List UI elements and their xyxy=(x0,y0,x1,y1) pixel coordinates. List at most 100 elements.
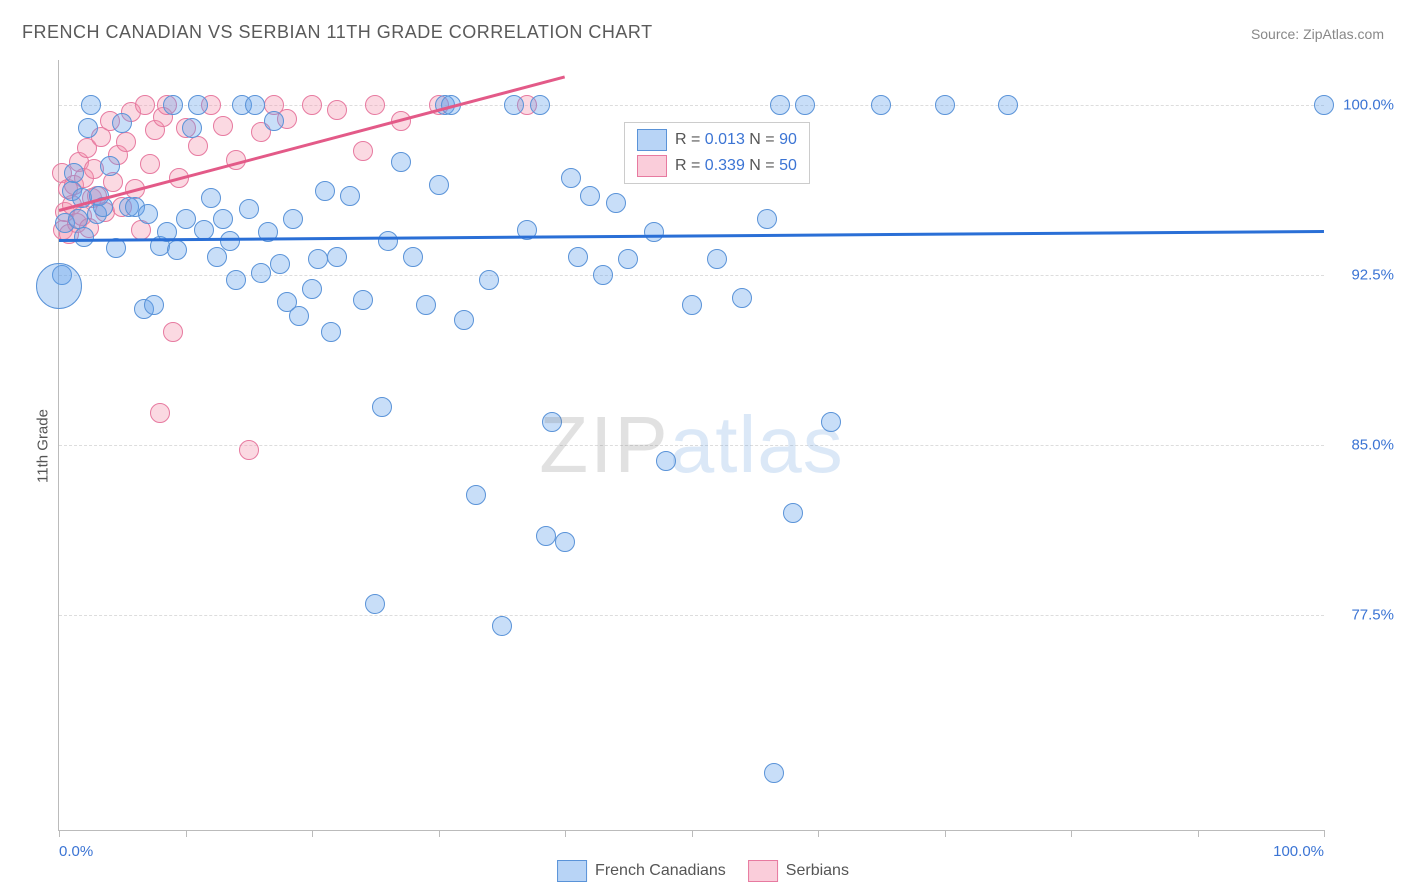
french-canadians-point xyxy=(176,209,196,229)
x-tick xyxy=(439,830,440,837)
legend-stat-text: R = 0.339 N = 50 xyxy=(675,157,797,175)
french-canadians-point xyxy=(580,186,600,206)
french-canadians-point xyxy=(492,616,512,636)
large-blue-point xyxy=(36,263,82,309)
french-canadians-point xyxy=(163,95,183,115)
gridline xyxy=(59,275,1324,276)
french-canadians-point xyxy=(504,95,524,115)
french-canadians-point xyxy=(536,526,556,546)
french-canadians-point xyxy=(365,594,385,614)
french-canadians-point xyxy=(81,95,101,115)
french-canadians-point xyxy=(644,222,664,242)
french-canadians-point xyxy=(732,288,752,308)
french-canadians-point xyxy=(783,503,803,523)
french-canadians-point xyxy=(871,95,891,115)
chart-title: FRENCH CANADIAN VS SERBIAN 11TH GRADE CO… xyxy=(22,22,653,43)
x-tick-label: 100.0% xyxy=(1273,843,1324,860)
pink-swatch-icon xyxy=(637,155,667,177)
french-canadians-point xyxy=(245,95,265,115)
french-canadians-point xyxy=(555,532,575,552)
french-canadians-point xyxy=(100,156,120,176)
french-canadians-point xyxy=(302,279,322,299)
french-canadians-point xyxy=(429,175,449,195)
french-canadians-point xyxy=(188,95,208,115)
french-canadians-point xyxy=(270,254,290,274)
source-label: Source: ZipAtlas.com xyxy=(1251,26,1384,42)
french-canadians-point xyxy=(795,95,815,115)
french-canadians-point xyxy=(372,397,392,417)
serbians-point xyxy=(365,95,385,115)
serbians-point xyxy=(188,136,208,156)
french-canadians-point xyxy=(454,310,474,330)
serbians-point xyxy=(239,440,259,460)
french-canadians-point xyxy=(764,763,784,783)
french-canadians-point xyxy=(479,270,499,290)
french-canadians-point xyxy=(770,95,790,115)
legend-top-row: R = 0.339 N = 50 xyxy=(637,153,797,179)
french-canadians-point xyxy=(321,322,341,342)
french-canadians-point xyxy=(283,209,303,229)
french-canadians-point xyxy=(757,209,777,229)
french-canadians-trendline xyxy=(59,230,1324,242)
serbians-point xyxy=(163,322,183,342)
x-tick xyxy=(818,830,819,837)
french-canadians-point xyxy=(682,295,702,315)
french-canadians-point xyxy=(416,295,436,315)
legend-bottom-item: French Canadians xyxy=(557,860,726,882)
french-canadians-point xyxy=(340,186,360,206)
x-tick xyxy=(1324,830,1325,837)
gridline xyxy=(59,615,1324,616)
chart-container: FRENCH CANADIAN VS SERBIAN 11TH GRADE CO… xyxy=(0,0,1406,892)
french-canadians-point xyxy=(308,249,328,269)
french-canadians-point xyxy=(201,188,221,208)
x-tick xyxy=(945,830,946,837)
french-canadians-point xyxy=(112,113,132,133)
french-canadians-point xyxy=(606,193,626,213)
legend-bottom-label: Serbians xyxy=(786,862,849,880)
x-tick xyxy=(186,830,187,837)
legend-top-row: R = 0.013 N = 90 xyxy=(637,127,797,153)
french-canadians-point xyxy=(78,118,98,138)
legend-stat-text: R = 0.013 N = 90 xyxy=(675,131,797,149)
x-tick xyxy=(692,830,693,837)
french-canadians-point xyxy=(138,204,158,224)
blue-swatch-icon xyxy=(637,129,667,151)
french-canadians-point xyxy=(226,270,246,290)
french-canadians-point xyxy=(68,209,88,229)
french-canadians-point xyxy=(251,263,271,283)
french-canadians-point xyxy=(378,231,398,251)
french-canadians-point xyxy=(182,118,202,138)
serbians-point xyxy=(135,95,155,115)
french-canadians-point xyxy=(353,290,373,310)
x-tick-label: 0.0% xyxy=(59,843,93,860)
y-axis-label: 11th Grade xyxy=(34,409,51,483)
french-canadians-point xyxy=(593,265,613,285)
serbians-point xyxy=(150,403,170,423)
french-canadians-point xyxy=(239,199,259,219)
french-canadians-point xyxy=(542,412,562,432)
plot-area: ZIPatlas 77.5%85.0%92.5%100.0%0.0%100.0%… xyxy=(58,60,1324,831)
french-canadians-point xyxy=(656,451,676,471)
french-canadians-point xyxy=(530,95,550,115)
serbians-point xyxy=(302,95,322,115)
french-canadians-point xyxy=(568,247,588,267)
legend-bottom-label: French Canadians xyxy=(595,862,726,880)
x-tick xyxy=(1071,830,1072,837)
serbians-point xyxy=(213,116,233,136)
legend-top: R = 0.013 N = 90 R = 0.339 N = 50 xyxy=(624,122,810,184)
french-canadians-point xyxy=(213,209,233,229)
french-canadians-point xyxy=(74,227,94,247)
french-canadians-point xyxy=(561,168,581,188)
french-canadians-point xyxy=(391,152,411,172)
pink-swatch-icon xyxy=(748,860,778,882)
french-canadians-point xyxy=(998,95,1018,115)
y-tick-label: 92.5% xyxy=(1332,267,1394,284)
french-canadians-point xyxy=(618,249,638,269)
y-tick-label: 100.0% xyxy=(1332,97,1394,114)
serbians-point xyxy=(116,132,136,152)
serbians-point xyxy=(327,100,347,120)
french-canadians-point xyxy=(264,111,284,131)
french-canadians-point xyxy=(935,95,955,115)
x-tick xyxy=(1198,830,1199,837)
serbians-point xyxy=(353,141,373,161)
